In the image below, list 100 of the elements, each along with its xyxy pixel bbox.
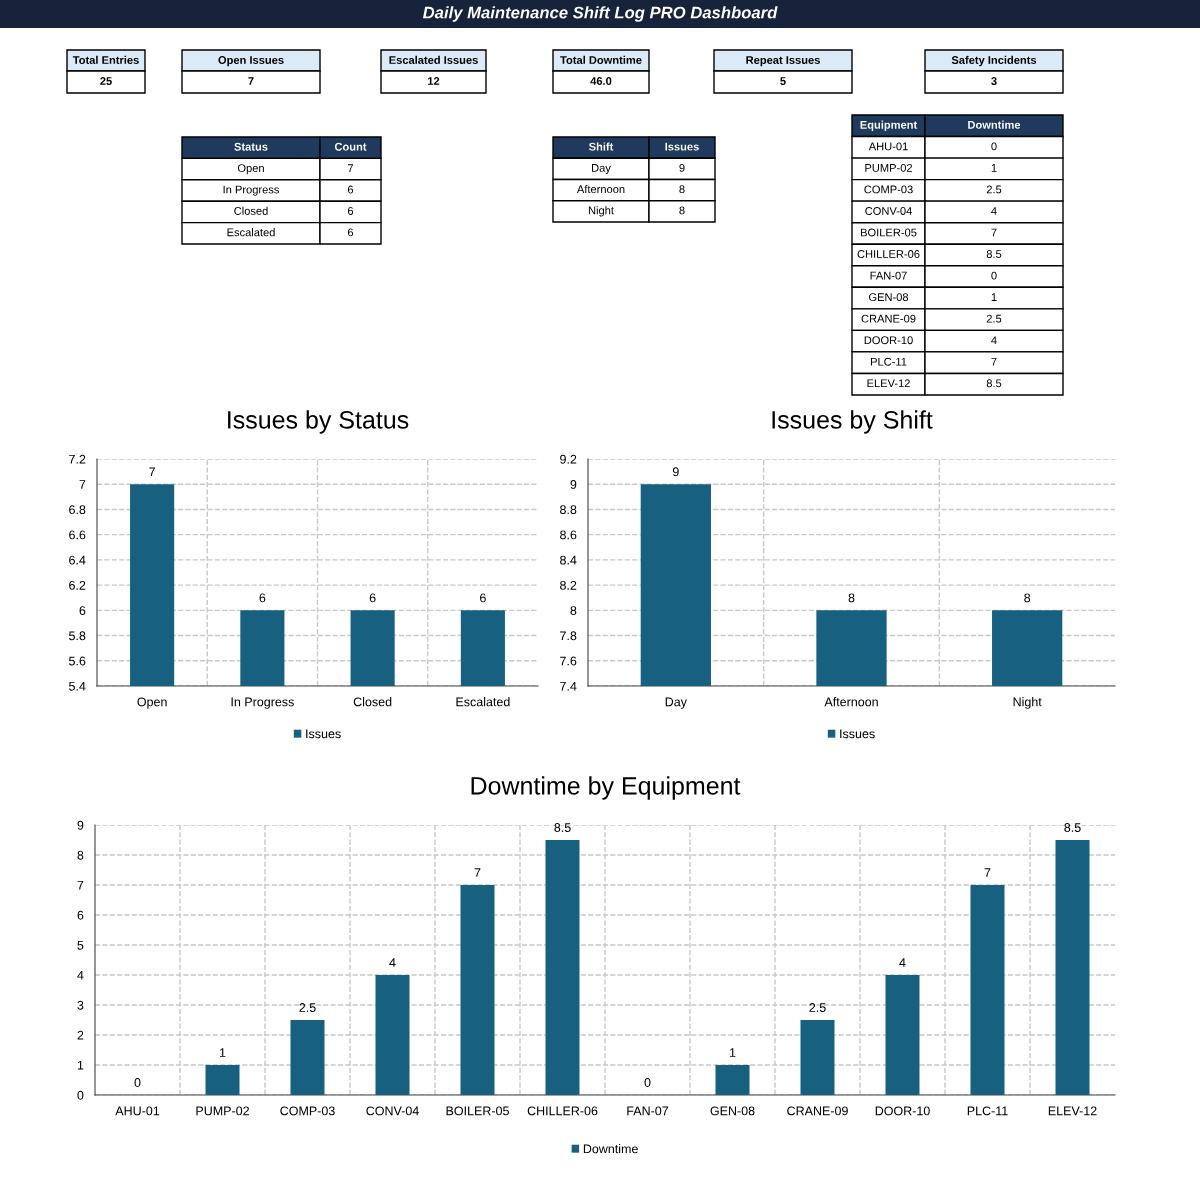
text: Shift [588,142,614,151]
y-tick-label: 1 [77,1060,84,1070]
text: Open Issues [218,56,284,67]
x-tick-label: Closed [353,697,392,707]
text: Day [592,164,611,175]
bar [205,1065,240,1095]
y-tick-label: 6 [79,606,86,615]
data-label: 0 [644,1078,651,1087]
x-tick-label: Night [1013,697,1042,709]
text: CONV-04 [865,207,912,215]
x-tick-label: Open [137,697,167,709]
data-label: 8.5 [554,823,571,832]
x-tick-label: CONV-04 [366,1106,419,1116]
data-label: 1 [219,1048,226,1057]
text: 25 [100,77,112,85]
y-tick-label: 0 [77,1090,84,1100]
chart-title: Issues by Shift [772,410,933,434]
bar [1055,840,1090,1095]
x-tick-label: AHU-01 [115,1106,160,1116]
x-tick-label: In Progress [231,697,294,709]
bar [800,1020,835,1095]
text: Night [588,206,614,217]
x-tick-label: Afternoon [824,697,878,707]
y-tick-label: 9.2 [560,454,577,464]
x-tick-label: FAN-07 [627,1106,669,1116]
text: 6 [347,228,354,237]
y-tick-label: 8.6 [560,530,577,540]
x-tick-label: PUMP-02 [196,1106,249,1116]
bar [375,975,410,1095]
text: CRANE-09 [861,314,916,323]
bar [885,975,920,1095]
y-tick-label: 5.8 [69,631,86,641]
bar [545,840,580,1095]
text: 8.5 [986,379,1002,388]
y-tick-label: 2 [77,1030,84,1040]
text: CHILLER-06 [857,250,920,258]
data-label: 2.5 [809,1003,826,1012]
text: 7 [347,164,354,172]
text: Total Downtime [560,55,642,64]
text: Status [234,142,268,151]
text: 6 [347,185,354,194]
text: Escalated [227,228,275,237]
y-tick-label: 7.4 [560,681,577,691]
text: 8 [679,185,685,194]
y-tick-label: 7 [77,880,84,890]
y-tick-label: 5.6 [69,656,86,666]
text: 5 [780,77,786,85]
text: Afternoon [576,184,625,194]
y-tick-label: 8.8 [560,505,577,515]
text: Count [334,142,367,151]
text: 46.0 [590,77,612,85]
x-tick-label: CHILLER-06 [527,1106,598,1116]
x-tick-label: CRANE-09 [787,1106,848,1116]
y-tick-label: 7.6 [560,656,577,666]
x-tick-label: BOILER-05 [446,1106,509,1116]
text: 4 [991,336,997,345]
text: 2.5 [986,185,1002,194]
y-tick-label: 6.6 [69,530,86,540]
text: Downtime [968,120,1021,129]
y-tick-label: 8.2 [560,580,577,590]
text: 7 [991,228,997,237]
text: 4 [991,207,997,215]
text: PLC-11 [870,357,907,366]
text: Closed [234,206,268,215]
bar [460,885,495,1095]
y-tick-label: 8.4 [560,555,577,565]
y-tick-label: 8 [570,606,577,615]
text: 6 [347,207,354,215]
x-tick-label: ELEV-12 [1048,1106,1097,1116]
legend-label: Issues [840,729,875,739]
text: 8 [679,206,685,215]
text: 1 [991,293,997,301]
text: Repeat Issues [746,56,820,67]
y-tick-label: 5 [77,940,84,950]
legend-label: Downtime [583,1144,638,1154]
text: Issues [665,142,699,151]
text: PUMP-02 [865,163,913,172]
data-label: 2.5 [299,1003,316,1012]
text: 12 [428,77,440,85]
data-label: 6 [480,593,486,603]
chart-title: Issues by Status [228,410,409,434]
x-tick-label: PLC-11 [967,1106,1008,1116]
y-tick-label: 4 [77,970,84,980]
text: 3 [991,77,997,85]
text: Daily Maintenance Shift Log PRO Dashboard [422,6,778,22]
y-tick-label: 6 [77,910,84,920]
data-label: 0 [134,1078,141,1087]
legend-label: Issues [306,729,341,739]
text: Equipment [860,120,918,131]
bar [290,1020,325,1095]
x-tick-label: COMP-03 [280,1106,335,1116]
y-tick-label: 8 [77,850,84,860]
bar [970,885,1005,1095]
text: AHU-01 [868,142,908,151]
y-tick-label: 9 [77,820,84,830]
x-tick-label: DOOR-10 [875,1106,930,1116]
data-label: 6 [259,593,266,603]
text: In Progress [223,185,280,196]
x-tick-label: Day [665,697,687,709]
text: COMP-03 [864,185,913,194]
